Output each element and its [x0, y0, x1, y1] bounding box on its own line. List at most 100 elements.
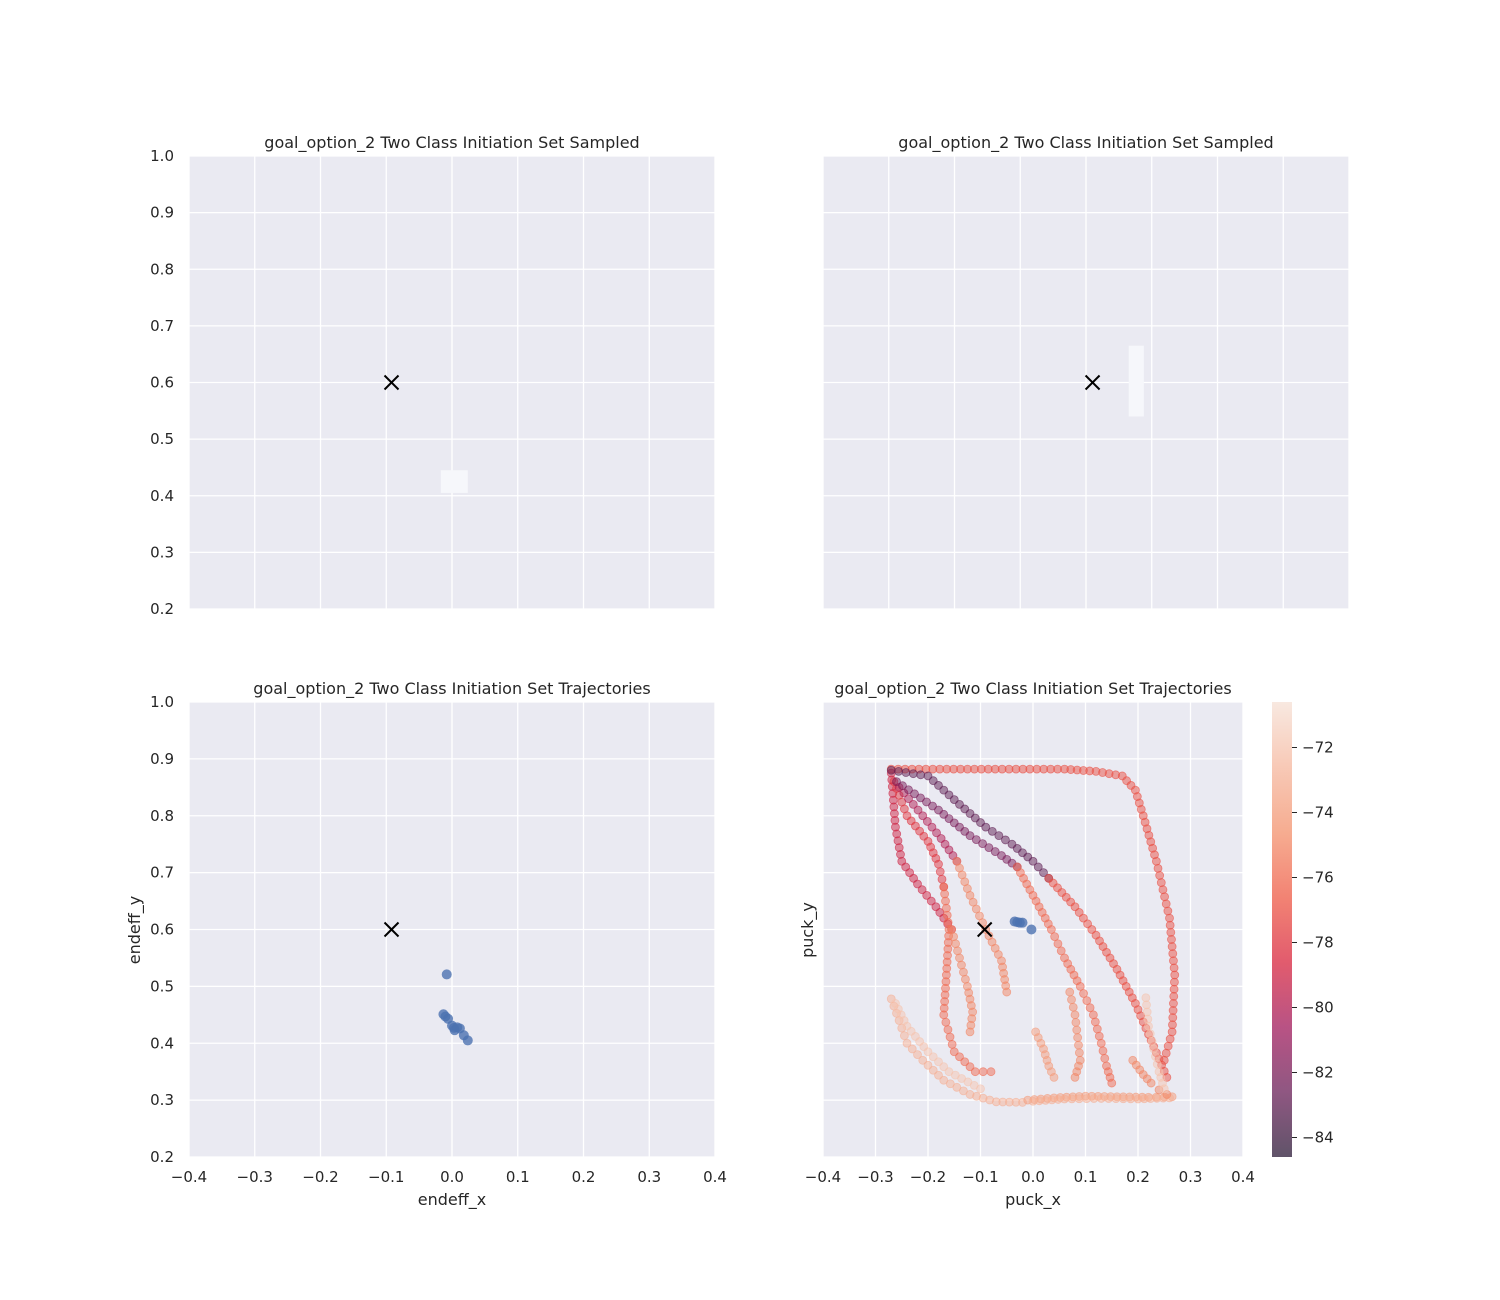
panel-top-right: goal_option_2 Two Class Initiation Set S…	[822, 133, 1350, 610]
x-tick-label: 0.3	[1179, 1168, 1203, 1186]
trajectory-point	[901, 768, 911, 777]
trajectory-point	[918, 811, 928, 821]
colorbar-tick-label: −84	[1302, 1129, 1334, 1147]
y-tick-label: 1.0	[150, 147, 174, 165]
trajectory-point	[916, 793, 925, 803]
x-tick-label: −0.3	[857, 1168, 893, 1186]
trajectory-point	[1111, 1094, 1121, 1104]
trajectory-point	[1158, 885, 1168, 895]
trajectory-point	[923, 1060, 933, 1070]
colorbar-tick-label: −74	[1302, 804, 1334, 822]
trajectory-point	[904, 794, 913, 804]
trajectory-point	[1070, 1010, 1080, 1020]
trajectory-point	[892, 777, 901, 787]
x-tick-label: −0.4	[805, 1168, 841, 1186]
trajectory-point	[939, 1010, 949, 1020]
trajectory-point	[1147, 1036, 1157, 1046]
y-tick-label: 0.7	[150, 317, 174, 335]
goal-marker	[383, 374, 400, 391]
trajectory-point	[1072, 1025, 1082, 1035]
panel-bottom-right: goal_option_2 Two Class Initiation Set T…	[798, 679, 1334, 1210]
trajectory-point	[1046, 925, 1056, 934]
x-tick-label: −0.1	[962, 1168, 998, 1186]
y-tick-label: 0.4	[150, 487, 174, 505]
chart-title: goal_option_2 Two Class Initiation Set T…	[253, 679, 650, 699]
trajectory-point	[1151, 1052, 1160, 1061]
trajectory-point	[928, 801, 937, 811]
trajectory-point	[899, 1031, 909, 1041]
trajectory-point	[1070, 1072, 1080, 1082]
y-tick-label: 0.7	[150, 864, 174, 882]
x-tick-label: −0.4	[171, 1168, 207, 1186]
trajectory-point	[907, 1044, 917, 1054]
y-axis-label: puck_y	[798, 902, 818, 958]
y-tick-label: 0.3	[150, 543, 174, 561]
trajectory-point	[1118, 1094, 1128, 1104]
trajectory-point	[910, 789, 919, 799]
trajectory-point	[978, 839, 987, 849]
trajectory-point	[918, 1055, 928, 1065]
trajectory-point	[934, 859, 943, 869]
trajectory-point	[1071, 1017, 1081, 1027]
trajectory-point	[1159, 1084, 1169, 1094]
x-tick-label: 0.3	[637, 1168, 661, 1186]
trajectory-point	[913, 1050, 922, 1060]
trajectory-point	[1089, 1094, 1099, 1103]
goal-marker	[1084, 374, 1101, 391]
trajectory-point	[922, 817, 932, 826]
x-tick-label: −0.1	[368, 1168, 404, 1186]
x-axis-label: puck_x	[1005, 1190, 1061, 1210]
trajectory-point	[1001, 835, 1010, 845]
trajectory-point	[945, 1032, 955, 1042]
trajectory-point	[978, 1067, 988, 1077]
trajectory-point	[917, 885, 927, 895]
plot-area	[822, 155, 1350, 610]
trajectory-point	[960, 1057, 970, 1067]
y-tick-label: 1.0	[150, 693, 174, 711]
trajectory-point	[1082, 996, 1092, 1005]
trajectory-point	[1053, 939, 1063, 949]
trajectory-point	[1028, 856, 1038, 866]
trajectory-point	[1161, 899, 1171, 909]
trajectory-point	[902, 1038, 912, 1048]
colorbar-tick-label: −80	[1302, 999, 1334, 1017]
trajectory-point	[923, 1047, 933, 1057]
trajectory-point	[1126, 1094, 1136, 1104]
sampled-region	[440, 470, 468, 493]
x-tick-label: 0.4	[1231, 1168, 1255, 1186]
trajectory-point	[1160, 892, 1169, 902]
trajectory-point	[934, 1070, 943, 1080]
trajectory-point	[1060, 1094, 1069, 1104]
trajectory-point	[1104, 1094, 1113, 1103]
trajectory-point	[1085, 1003, 1095, 1013]
trajectory-point	[947, 1039, 957, 1049]
x-tick-label: 0.2	[1126, 1168, 1150, 1186]
trajectory-point	[1100, 1054, 1110, 1063]
panel-top-left: goal_option_2 Two Class Initiation Set S…	[150, 133, 716, 618]
trajectory-point	[1056, 946, 1066, 956]
trajectory-point	[928, 1065, 938, 1075]
trajectory-point	[937, 874, 947, 884]
trajectory-point	[1039, 868, 1048, 878]
trajectory-point	[1073, 1033, 1083, 1042]
trajectory-point	[1152, 1059, 1162, 1069]
trajectory-point	[1096, 1094, 1106, 1103]
trajectory-point	[986, 1067, 996, 1077]
goal-marker	[383, 921, 400, 938]
data-point	[462, 1035, 473, 1046]
trajectory-point	[916, 770, 926, 780]
trajectory-point	[1050, 932, 1060, 942]
trajectory-point	[913, 879, 922, 889]
trajectory-point	[1067, 1094, 1077, 1104]
trajectory-point	[939, 1062, 949, 1072]
trajectory-point	[955, 1052, 964, 1062]
x-tick-label: 0.0	[1021, 1168, 1045, 1186]
y-tick-label: 0.9	[150, 204, 174, 222]
trajectory-point	[970, 1067, 980, 1077]
trajectory-point	[908, 769, 918, 779]
colorbar-tick-label: −82	[1302, 1064, 1334, 1082]
trajectory-point	[994, 831, 1004, 841]
x-tick-label: 0.2	[572, 1168, 596, 1186]
trajectory-point	[1145, 1029, 1155, 1039]
x-tick-label: 0.1	[506, 1168, 530, 1186]
